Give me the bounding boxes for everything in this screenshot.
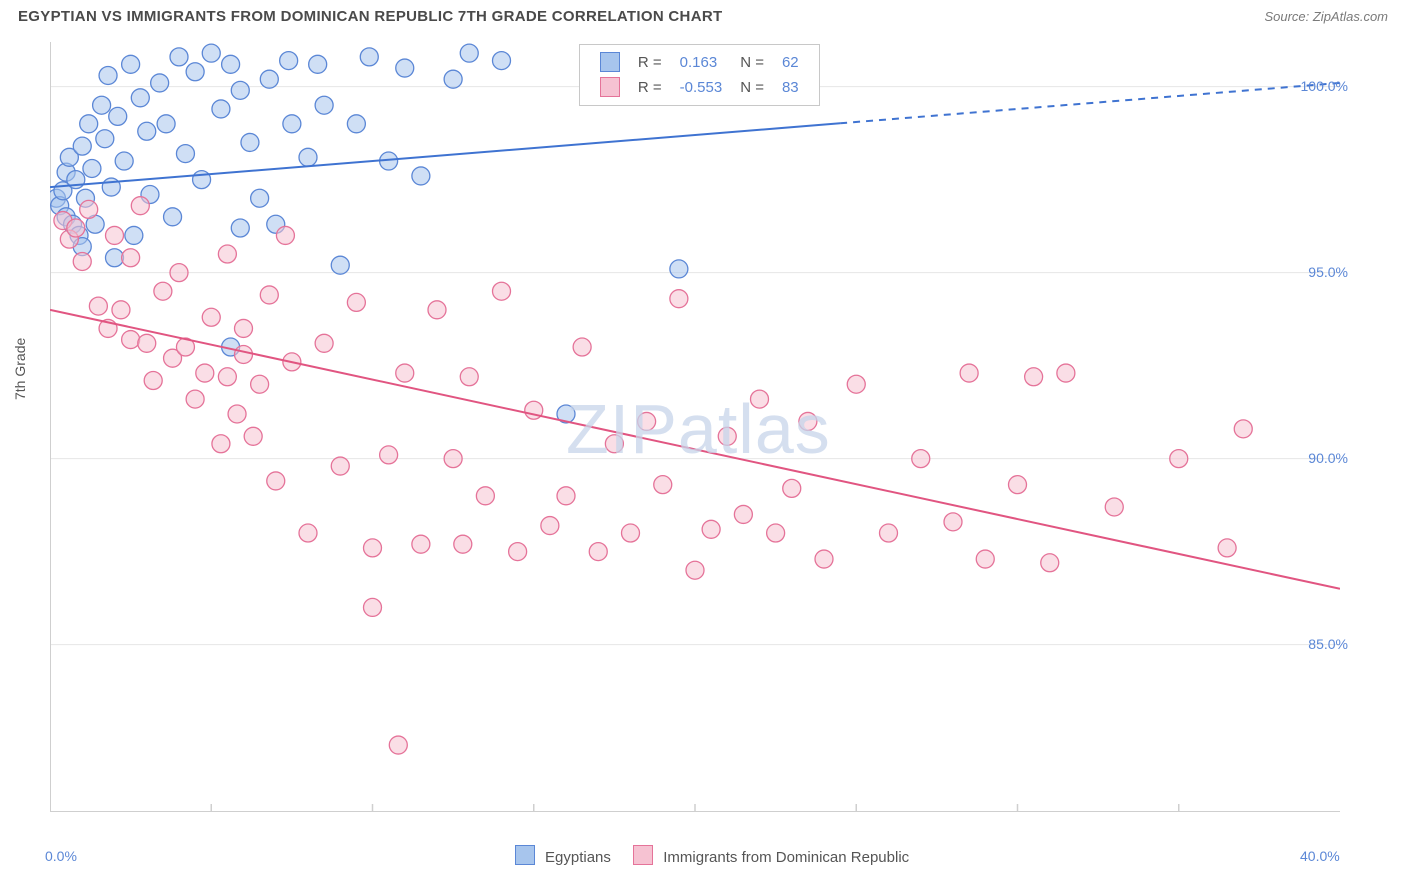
chart-title: EGYPTIAN VS IMMIGRANTS FROM DOMINICAN RE… (18, 8, 722, 25)
x-tick-label: 0.0% (45, 848, 77, 864)
legend-r-label: R = (630, 76, 670, 99)
legend-swatch (600, 52, 620, 72)
y-tick-label: 85.0% (1308, 636, 1348, 652)
y-tick-label: 95.0% (1308, 264, 1348, 280)
legend-n-label: N = (732, 76, 772, 99)
y-tick-label: 100.0% (1301, 78, 1348, 94)
y-tick-label: 90.0% (1308, 450, 1348, 466)
top-legend: R =0.163N =62 R =-0.553N =83 (579, 44, 820, 106)
legend-r-label: R = (630, 51, 670, 74)
legend-swatch (600, 77, 620, 97)
legend-n-label: N = (732, 51, 772, 74)
legend-label-egyptians: Egyptians (545, 849, 611, 866)
legend-n-value: 83 (774, 76, 807, 99)
y-axis-label: 7th Grade (12, 338, 28, 400)
legend-n-value: 62 (774, 51, 807, 74)
bottom-legend: Egyptians Immigrants from Dominican Repu… (0, 845, 1406, 866)
legend-r-value: -0.553 (672, 76, 731, 99)
legend-r-value: 0.163 (672, 51, 731, 74)
x-tick-label: 40.0% (1300, 848, 1340, 864)
plot-area (50, 42, 1340, 812)
legend-swatch-egyptians (515, 845, 535, 865)
scatter-svg (50, 42, 1340, 812)
source-attribution: Source: ZipAtlas.com (1264, 9, 1388, 24)
legend-label-dominican: Immigrants from Dominican Republic (663, 849, 909, 866)
legend-swatch-dominican (633, 845, 653, 865)
